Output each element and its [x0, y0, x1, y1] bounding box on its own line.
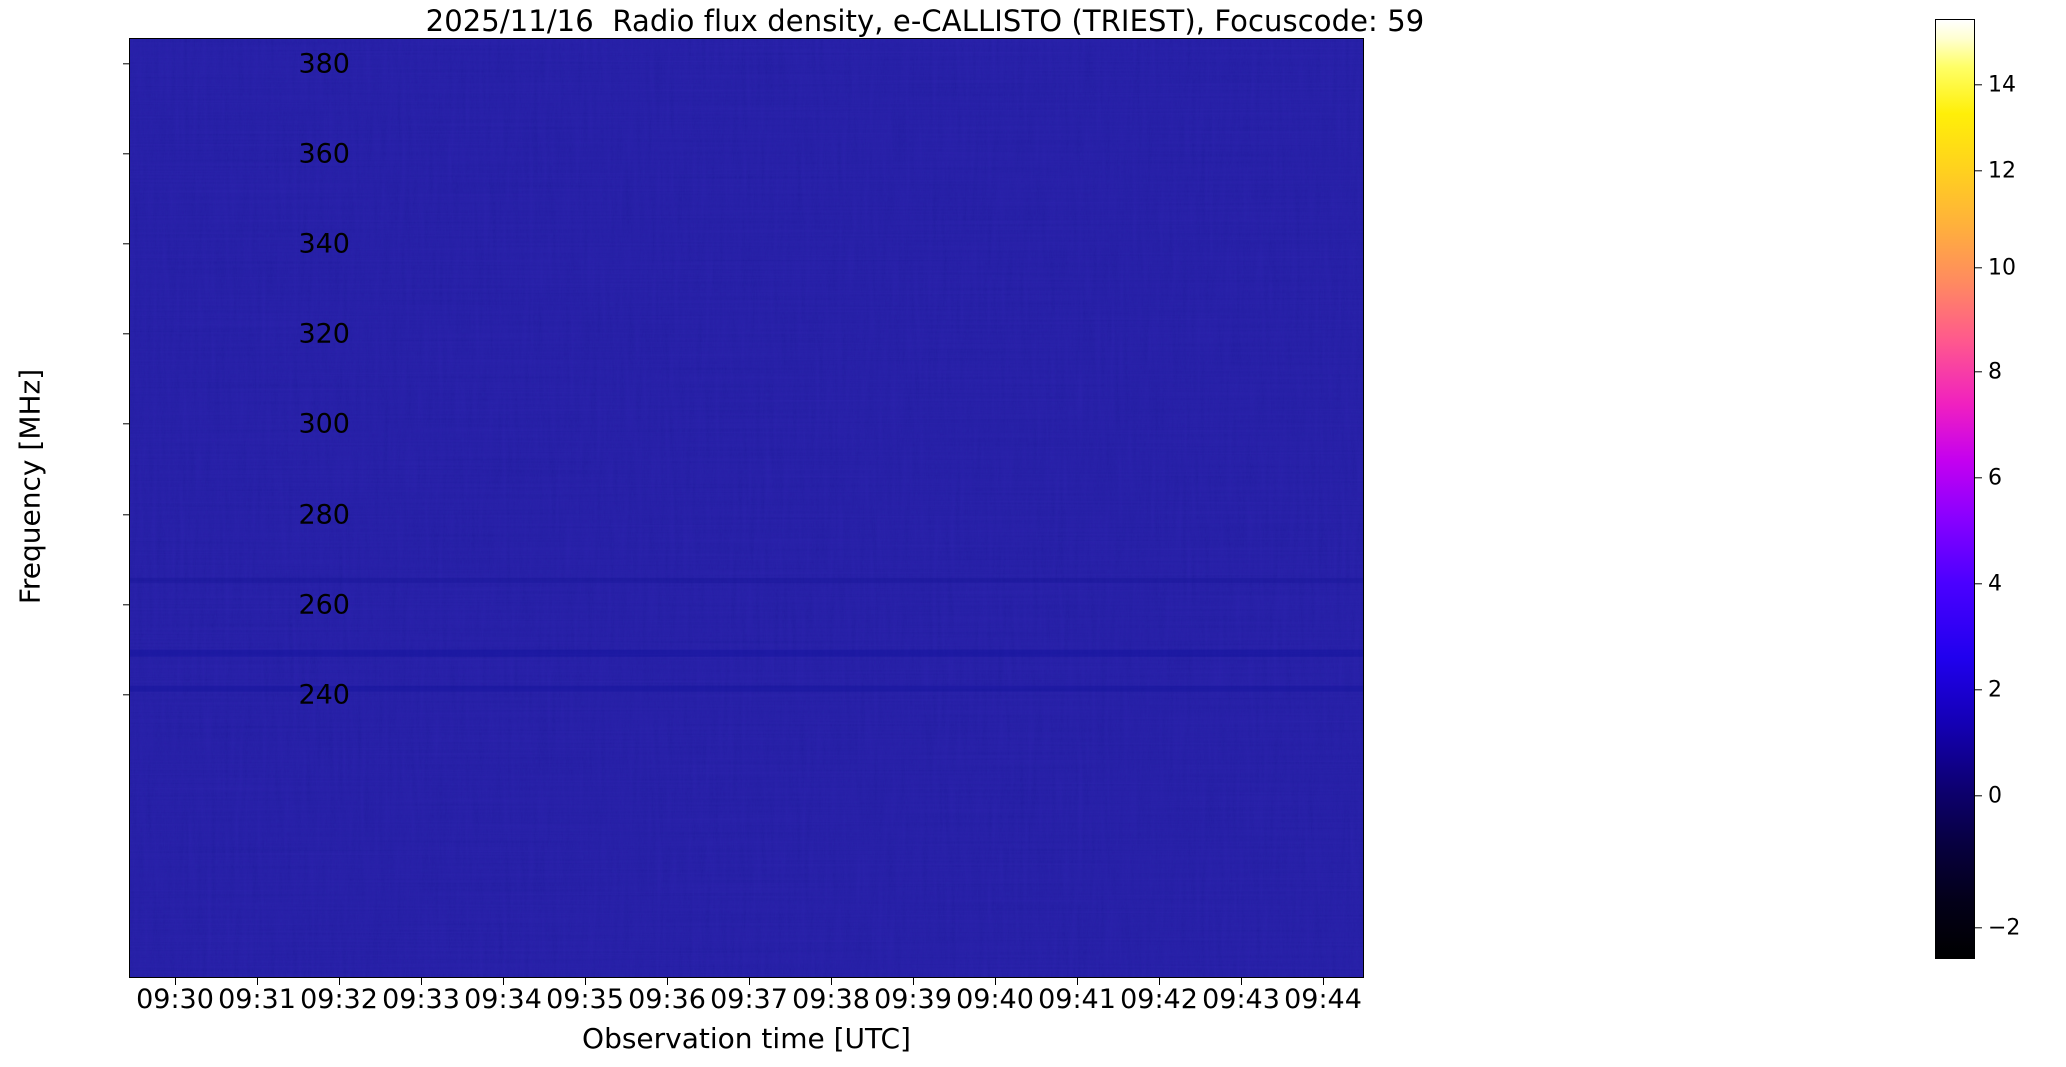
colorbar-tick-mark — [1975, 170, 1982, 172]
colorbar-tick-label: 0 — [1988, 783, 2002, 809]
xtick-label: 09:30 — [136, 984, 214, 1015]
xtick-mark — [421, 978, 423, 985]
xtick-label: 09:41 — [1038, 984, 1116, 1015]
colorbar-tick-label: 10 — [1988, 255, 2016, 281]
colorbar-tick-label: 14 — [1988, 72, 2016, 98]
xtick-label: 09:34 — [464, 984, 542, 1015]
xtick-mark — [1077, 978, 1079, 985]
xtick-label: 09:37 — [710, 984, 788, 1015]
xtick-label: 09:35 — [546, 984, 624, 1015]
xtick-label: 09:31 — [218, 984, 296, 1015]
colorbar-tick-mark — [1975, 84, 1982, 86]
xtick-label: 09:42 — [1120, 984, 1198, 1015]
ytick-label: 360 — [298, 138, 350, 170]
xtick-label: 09:39 — [874, 984, 952, 1015]
colorbar-tick-label: 6 — [1988, 465, 2002, 491]
ytick-mark — [122, 604, 130, 606]
ytick-mark — [122, 514, 130, 516]
xtick-mark — [1159, 978, 1161, 985]
xtick-mark — [667, 978, 669, 985]
xtick-mark — [585, 978, 587, 985]
spectrogram-heatmap — [130, 39, 1363, 977]
colorbar-tick-label: −2 — [1988, 915, 2021, 941]
ytick-label: 240 — [298, 679, 350, 711]
ytick-label: 300 — [298, 408, 350, 440]
xtick-mark — [257, 978, 259, 985]
xtick-mark — [175, 978, 177, 985]
ytick-mark — [122, 694, 130, 696]
ytick-label: 260 — [298, 589, 350, 621]
ytick-label: 340 — [298, 228, 350, 260]
colorbar[interactable] — [1935, 19, 1975, 959]
y-axis-label: Frequency [MHz] — [13, 368, 47, 605]
xtick-mark — [749, 978, 751, 985]
x-axis-label: Observation time [UTC] — [582, 1022, 911, 1055]
colorbar-tick-mark — [1975, 371, 1982, 373]
ytick-mark — [122, 423, 130, 425]
xtick-label: 09:44 — [1284, 984, 1362, 1015]
ytick-label: 320 — [298, 318, 350, 350]
colorbar-tick-mark — [1975, 267, 1982, 269]
colorbar-tick-label: 2 — [1988, 677, 2002, 703]
ytick-mark — [122, 153, 130, 155]
xtick-label: 09:38 — [792, 984, 870, 1015]
xtick-label: 09:43 — [1202, 984, 1280, 1015]
xtick-label: 09:40 — [956, 984, 1034, 1015]
colorbar-tick-mark — [1975, 927, 1982, 929]
ytick-label: 280 — [298, 499, 350, 531]
xtick-label: 09:36 — [628, 984, 706, 1015]
xtick-label: 09:33 — [382, 984, 460, 1015]
xtick-mark — [1323, 978, 1325, 985]
colorbar-tick-mark — [1975, 477, 1982, 479]
ytick-mark — [122, 63, 130, 65]
colorbar-tick-mark — [1975, 795, 1982, 797]
colorbar-tick-label: 8 — [1988, 359, 2002, 385]
colorbar-tick-mark — [1975, 689, 1982, 691]
ytick-mark — [122, 243, 130, 245]
xtick-mark — [339, 978, 341, 985]
colorbar-tick-label: 4 — [1988, 571, 2002, 597]
ytick-label: 380 — [298, 48, 350, 80]
xtick-mark — [995, 978, 997, 985]
xtick-mark — [831, 978, 833, 985]
xtick-mark — [1241, 978, 1243, 985]
colorbar-tick-mark — [1975, 583, 1982, 585]
xtick-mark — [503, 978, 505, 985]
xtick-mark — [913, 978, 915, 985]
xtick-label: 09:32 — [300, 984, 378, 1015]
spectrogram-axes[interactable] — [129, 38, 1364, 978]
ytick-mark — [122, 333, 130, 335]
chart-title: 2025/11/16 Radio flux density, e-CALLIST… — [425, 4, 1425, 38]
colorbar-tick-label: 12 — [1988, 158, 2016, 184]
